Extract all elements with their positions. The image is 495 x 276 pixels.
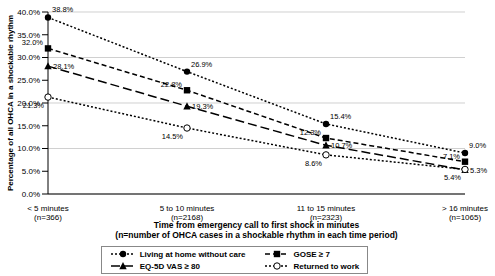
svg-text:11 to 15 minutes(n=2323): 11 to 15 minutes(n=2323) bbox=[297, 204, 356, 222]
svg-text:5.4%: 5.4% bbox=[444, 173, 461, 182]
svg-text:> 16 minutes(n=1065): > 16 minutes(n=1065) bbox=[442, 204, 487, 222]
svg-text:38.8%: 38.8% bbox=[52, 5, 74, 14]
svg-text:14.5%: 14.5% bbox=[162, 132, 184, 141]
svg-text:10.7%: 10.7% bbox=[331, 141, 353, 150]
svg-text:5 to 10 minutes(n=2168): 5 to 10 minutes(n=2168) bbox=[160, 204, 215, 222]
html-text:GOSE ≥ 7: GOSE ≥ 7 bbox=[293, 249, 330, 259]
svg-text:25.0%: 25.0% bbox=[17, 76, 40, 85]
svg-text:35.0%: 35.0% bbox=[17, 30, 40, 40]
svg-text:0.0%: 0.0% bbox=[22, 190, 40, 199]
svg-text:32.0%: 32.0% bbox=[22, 38, 44, 47]
svg-text:7.1%: 7.1% bbox=[443, 152, 460, 161]
svg-text:Time from emergency call to fi: Time from emergency call to first shock … bbox=[115, 220, 398, 240]
svg-text:Percentage of all OHCA in a sh: Percentage of all OHCA in a shockable rh… bbox=[8, 15, 15, 191]
svg-text:22.8%: 22.8% bbox=[161, 80, 183, 89]
svg-text:< 5 minutes(n=366): < 5 minutes(n=366) bbox=[27, 204, 69, 222]
svg-text:5.3%: 5.3% bbox=[470, 166, 487, 175]
svg-text:19.3%: 19.3% bbox=[192, 102, 214, 111]
svg-text:15.0%: 15.0% bbox=[17, 122, 40, 131]
svg-text:21.3%: 21.3% bbox=[23, 101, 45, 110]
html-text:Living at home without care: Living at home without care bbox=[139, 249, 246, 259]
svg-text:5.0%: 5.0% bbox=[22, 167, 40, 176]
svg-text:28.1%: 28.1% bbox=[53, 62, 75, 71]
html-text:Returned to work: Returned to work bbox=[293, 261, 360, 271]
svg-text:12.3%: 12.3% bbox=[300, 128, 322, 137]
svg-text:9.0%: 9.0% bbox=[469, 141, 486, 150]
svg-text:8.6%: 8.6% bbox=[305, 159, 322, 168]
html-text:EQ-5D VAS ≥ 80: EQ-5D VAS ≥ 80 bbox=[139, 261, 200, 271]
svg-text:10.0%: 10.0% bbox=[17, 144, 40, 153]
svg-text:40.0%: 40.0% bbox=[17, 8, 40, 17]
svg-text:26.9%: 26.9% bbox=[191, 60, 213, 69]
svg-text:15.4%: 15.4% bbox=[330, 112, 352, 121]
svg-text:30.0%: 30.0% bbox=[17, 53, 40, 62]
